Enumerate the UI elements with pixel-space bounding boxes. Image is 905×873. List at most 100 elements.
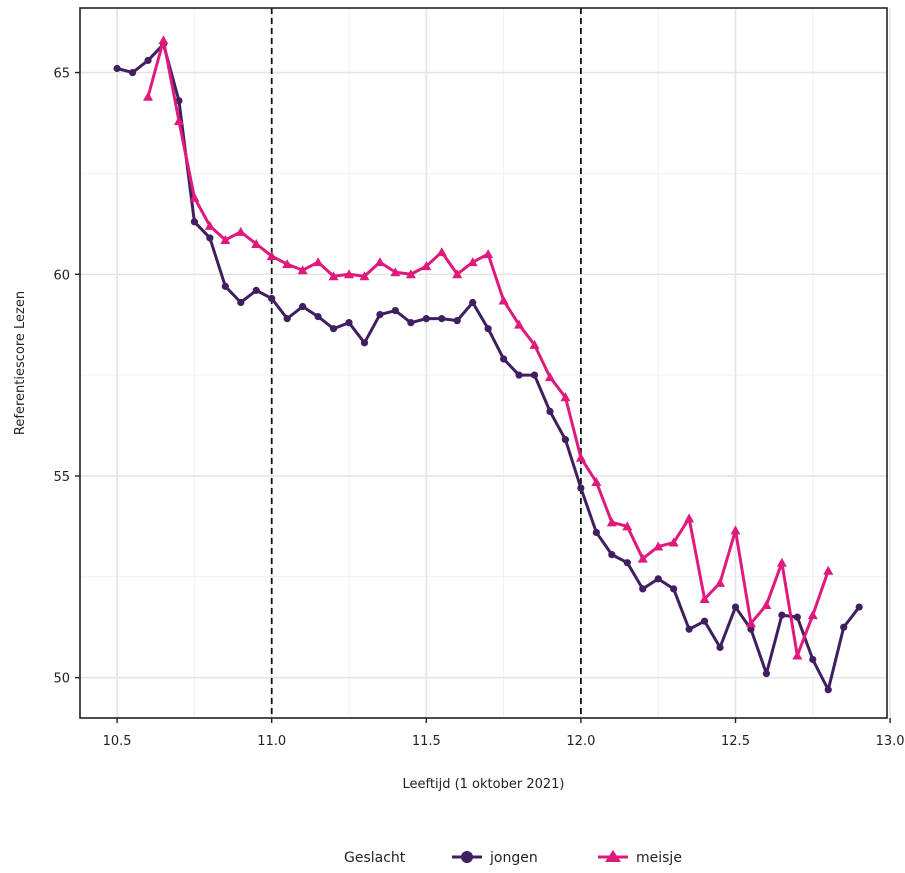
- x-tick-label: 11.5: [412, 734, 441, 749]
- data-point-jongen: [670, 585, 678, 593]
- data-point-meisje: [467, 257, 478, 267]
- data-point-jongen: [855, 603, 863, 611]
- data-point-meisje: [251, 238, 262, 248]
- data-point-meisje: [483, 249, 494, 259]
- plot-border: [79, 7, 888, 719]
- data-point-meisje: [189, 192, 200, 202]
- data-point-jongen: [762, 670, 771, 678]
- data-point-jongen: [793, 613, 801, 621]
- axes: 10.5 11.0 11.5 12.0 12.5 13.0 50 55 60 65: [53, 67, 904, 749]
- data-point-meisje: [328, 271, 339, 281]
- data-point-meisje: [452, 269, 463, 279]
- data-point-meisje: [173, 115, 184, 125]
- data-point-meisje: [653, 541, 664, 551]
- data-point-meisje: [699, 593, 710, 603]
- data-point-jongen: [376, 310, 384, 319]
- data-point-jongen: [731, 603, 740, 611]
- data-point-meisje: [606, 517, 617, 527]
- data-point-meisje: [637, 553, 648, 563]
- data-point-jongen: [128, 68, 137, 77]
- data-point-jongen: [314, 313, 322, 321]
- data-point-meisje: [529, 339, 540, 349]
- data-point-meisje: [514, 319, 525, 329]
- data-point-jongen: [824, 686, 832, 694]
- legend-label: jongen: [489, 850, 538, 866]
- data-point-meisje: [560, 392, 571, 402]
- legend-key-marker: [605, 850, 621, 862]
- data-point-jongen: [206, 234, 214, 242]
- legend-title: Geslacht: [344, 850, 406, 866]
- x-tick-label: 12.0: [566, 734, 595, 749]
- data-point-jongen: [685, 625, 693, 633]
- data-point-jongen: [608, 551, 616, 559]
- legend-item-jongen: jongen: [452, 850, 538, 866]
- x-tick-label: 11.0: [257, 734, 286, 749]
- data-point-jongen: [329, 325, 338, 333]
- data-point-jongen: [438, 315, 446, 323]
- data-point-jongen: [840, 623, 848, 631]
- data-point-jongen: [360, 339, 369, 347]
- legend-label: meisje: [636, 850, 682, 866]
- data-point-meisje: [158, 35, 169, 45]
- data-point-jongen: [469, 298, 477, 307]
- data-point-meisje: [730, 525, 741, 535]
- data-point-meisje: [390, 267, 401, 277]
- data-point-meisje: [374, 257, 385, 267]
- data-point-jongen: [577, 484, 585, 492]
- data-point-jongen: [252, 286, 260, 294]
- data-point-meisje: [235, 226, 246, 236]
- reference-lines: [270, 8, 582, 718]
- series-jongen: [113, 40, 863, 694]
- data-point-meisje: [776, 557, 787, 567]
- data-point-jongen: [453, 317, 461, 325]
- legend: Geslacht jongen meisje: [344, 850, 682, 866]
- data-point-meisje: [421, 261, 432, 271]
- data-point-meisje: [684, 513, 695, 523]
- data-point-meisje: [792, 650, 803, 660]
- series-meisje: [143, 35, 834, 660]
- data-point-meisje: [297, 265, 308, 275]
- data-point-meisje: [668, 537, 679, 547]
- data-point-jongen: [778, 611, 786, 619]
- series: [113, 35, 863, 694]
- legend-item-meisje: meisje: [598, 850, 682, 866]
- data-point-jongen: [484, 325, 492, 333]
- data-point-meisje: [761, 600, 772, 610]
- data-point-jongen: [639, 585, 647, 593]
- y-tick-label: 50: [53, 672, 70, 687]
- data-point-meisje: [282, 259, 293, 269]
- data-point-jongen: [747, 625, 755, 633]
- data-point-meisje: [313, 257, 324, 267]
- x-tick-label: 10.5: [103, 734, 132, 749]
- y-tick-label: 65: [53, 67, 70, 82]
- data-point-meisje: [622, 521, 633, 531]
- data-point-meisje: [359, 271, 370, 281]
- data-point-jongen: [809, 655, 817, 664]
- data-point-jongen: [144, 56, 152, 65]
- data-point-meisje: [204, 220, 215, 230]
- data-point-meisje: [143, 91, 154, 101]
- data-point-jongen: [561, 436, 570, 444]
- y-tick-label: 60: [53, 268, 70, 283]
- data-point-meisje: [544, 372, 555, 382]
- data-point-jongen: [175, 97, 183, 105]
- data-point-meisje: [220, 234, 231, 244]
- x-tick-label: 12.5: [721, 734, 750, 749]
- y-axis-title: Referentiescore Lezen: [13, 291, 28, 435]
- data-point-jongen: [190, 218, 199, 226]
- data-point-meisje: [405, 269, 416, 279]
- data-point-meisje: [498, 295, 509, 305]
- data-point-meisje: [575, 452, 586, 462]
- data-point-jongen: [283, 315, 291, 323]
- data-point-jongen: [716, 643, 724, 652]
- data-point-meisje: [436, 247, 447, 257]
- x-axis-title: Leeftijd (1 oktober 2021): [403, 777, 565, 792]
- data-point-jongen: [623, 559, 631, 567]
- x-tick-label: 13.0: [876, 734, 905, 749]
- data-point-meisje: [266, 251, 277, 261]
- data-point-jongen: [299, 302, 307, 311]
- data-point-jongen: [345, 319, 353, 327]
- data-point-jongen: [546, 407, 554, 416]
